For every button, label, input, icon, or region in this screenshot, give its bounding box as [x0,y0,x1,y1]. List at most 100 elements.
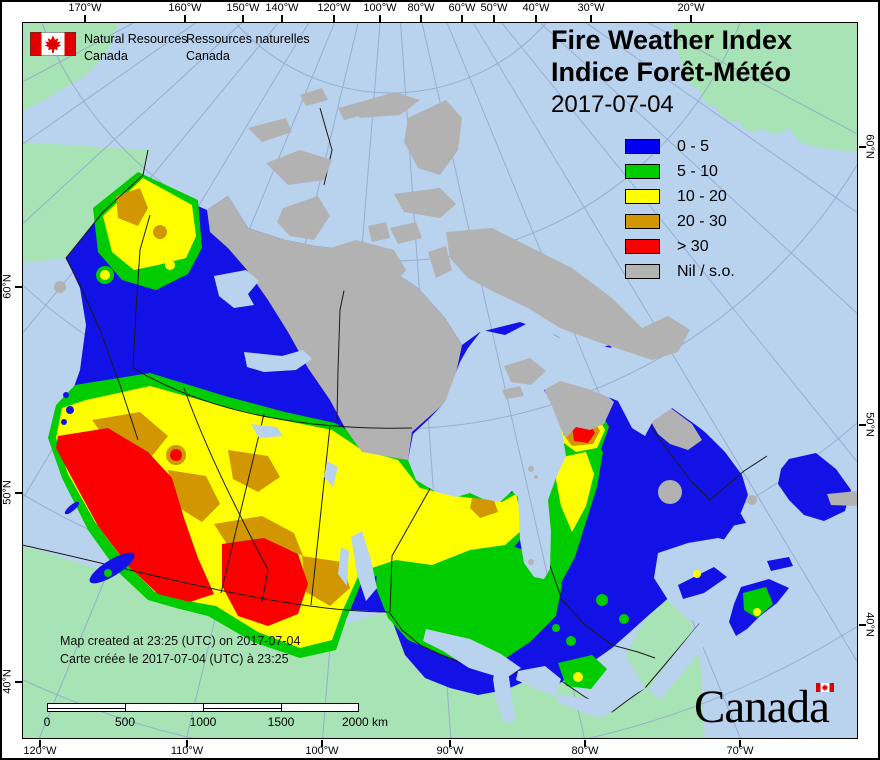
tick-mark [184,15,186,22]
graticule-label: 20°W [677,2,705,14]
graticule-label: 110°W [170,745,204,757]
map-title: Fire Weather Index Indice Forêt-Météo 20… [551,24,792,120]
legend-swatch [625,239,660,254]
graticule-label: 90°W [436,745,464,757]
created-en: Map created at 23:25 (UTC) on 2017-07-04 [60,634,301,648]
nil-gray-mainland [207,196,702,460]
canada-wordmark: Canada [694,680,834,734]
scale-segment [281,703,359,712]
manicouagan-ring [658,480,682,504]
graticule-label: 50°N [1,480,14,505]
graticule-label: 140°W [265,2,299,14]
legend-swatch [625,214,660,229]
tick-mark [186,740,188,747]
legend-swatch [625,164,660,179]
agency-en-line1: Natural Resources [84,32,188,46]
graticule-label: 50°W [480,2,508,14]
legend-label: 5 - 10 [677,162,718,180]
graticule-label: 120°W [317,2,351,14]
fwi-red-regions [56,421,595,626]
graticule-label: 40°W [522,2,550,14]
legend-row: > 30 [625,234,735,259]
created-fr: Carte créée le 2017-07-04 (UTC) à 23:25 [60,652,289,666]
scale-segment [203,703,282,712]
scale-label: 0 [43,715,51,729]
tick-mark [493,15,495,22]
legend-row: 20 - 30 [625,209,735,234]
graticule-label: 40°N [1,669,14,694]
graticule-label: 160°W [168,2,202,14]
tick-mark [333,15,335,22]
tick-mark [39,740,41,747]
tick-mark [859,146,866,148]
graticule-label: 120°W [23,745,57,757]
tick-mark [461,15,463,22]
legend: 0 - 5 5 - 10 10 - 20 20 - 30 > 30 Nil / s.o. [625,134,735,284]
graticule-label: 60°W [448,2,476,14]
agency-name-fr: Ressources naturelles Canada [186,31,310,65]
scale-segment [125,703,204,712]
tick-mark [449,740,451,747]
tick-mark [420,15,422,22]
legend-swatch [625,189,660,204]
title-date: 2017-07-04 [551,91,674,118]
agency-fr-line2: Canada [186,49,230,63]
graticule-label: 150°W [226,2,260,14]
legend-row: 5 - 10 [625,159,735,184]
tick-mark [859,624,866,626]
graticule-label: 70°W [726,745,754,757]
scale-label: 1000 [189,715,217,729]
tick-mark [321,740,323,747]
tick-mark [15,286,22,288]
tick-mark [242,15,244,22]
legend-swatch [625,264,660,279]
agency-en-line2: Canada [84,49,128,63]
tick-mark [379,15,381,22]
title-fr: Indice Forêt-Météo [551,57,792,87]
legend-label: Nil / s.o. [677,262,735,280]
graticule-label: 80°W [571,745,599,757]
scale-bar: 0 500 1000 1500 2000 km [43,703,388,733]
graticule-label: 170°W [68,2,102,14]
scale-label: 2000 km [341,715,389,729]
graticule-label: 30°W [577,2,605,14]
arctic-islands [54,88,757,565]
graticule-label: 60°N [1,274,14,299]
tick-mark [535,15,537,22]
tick-mark [739,740,741,747]
graticule-label: 80°W [407,2,435,14]
agency-name-en: Natural Resources Canada [84,31,188,65]
tick-mark [584,740,586,747]
tick-mark [84,15,86,22]
tick-mark [859,424,866,426]
scale-label: 500 [114,715,136,729]
tick-mark [590,15,592,22]
legend-label: 20 - 30 [677,212,727,230]
tick-mark [281,15,283,22]
map-created-note: Map created at 23:25 (UTC) on 2017-07-04… [60,632,300,668]
legend-label: 10 - 20 [677,187,727,205]
wordmark-text: Canada [694,681,830,733]
legend-swatch [625,139,660,154]
alaska-land [22,142,150,263]
legend-label: > 30 [677,237,709,255]
graticule-label: 100°W [363,2,397,14]
tick-mark [15,492,22,494]
wordmark-flag-icon [816,683,834,692]
legend-label: 0 - 5 [677,137,710,155]
legend-row: 0 - 5 [625,134,735,159]
legend-row: 10 - 20 [625,184,735,209]
legend-row: Nil / s.o. [625,259,735,284]
scale-segment [47,703,126,712]
scale-label: 1500 [267,715,295,729]
canada-flag-icon [30,32,76,56]
graticule-label: 100°W [305,745,339,757]
title-en: Fire Weather Index [551,25,793,55]
tick-mark [15,681,22,683]
island-details [104,491,857,618]
tick-mark [690,15,692,22]
agency-fr-line1: Ressources naturelles [186,32,310,46]
greenland-land [672,22,858,152]
